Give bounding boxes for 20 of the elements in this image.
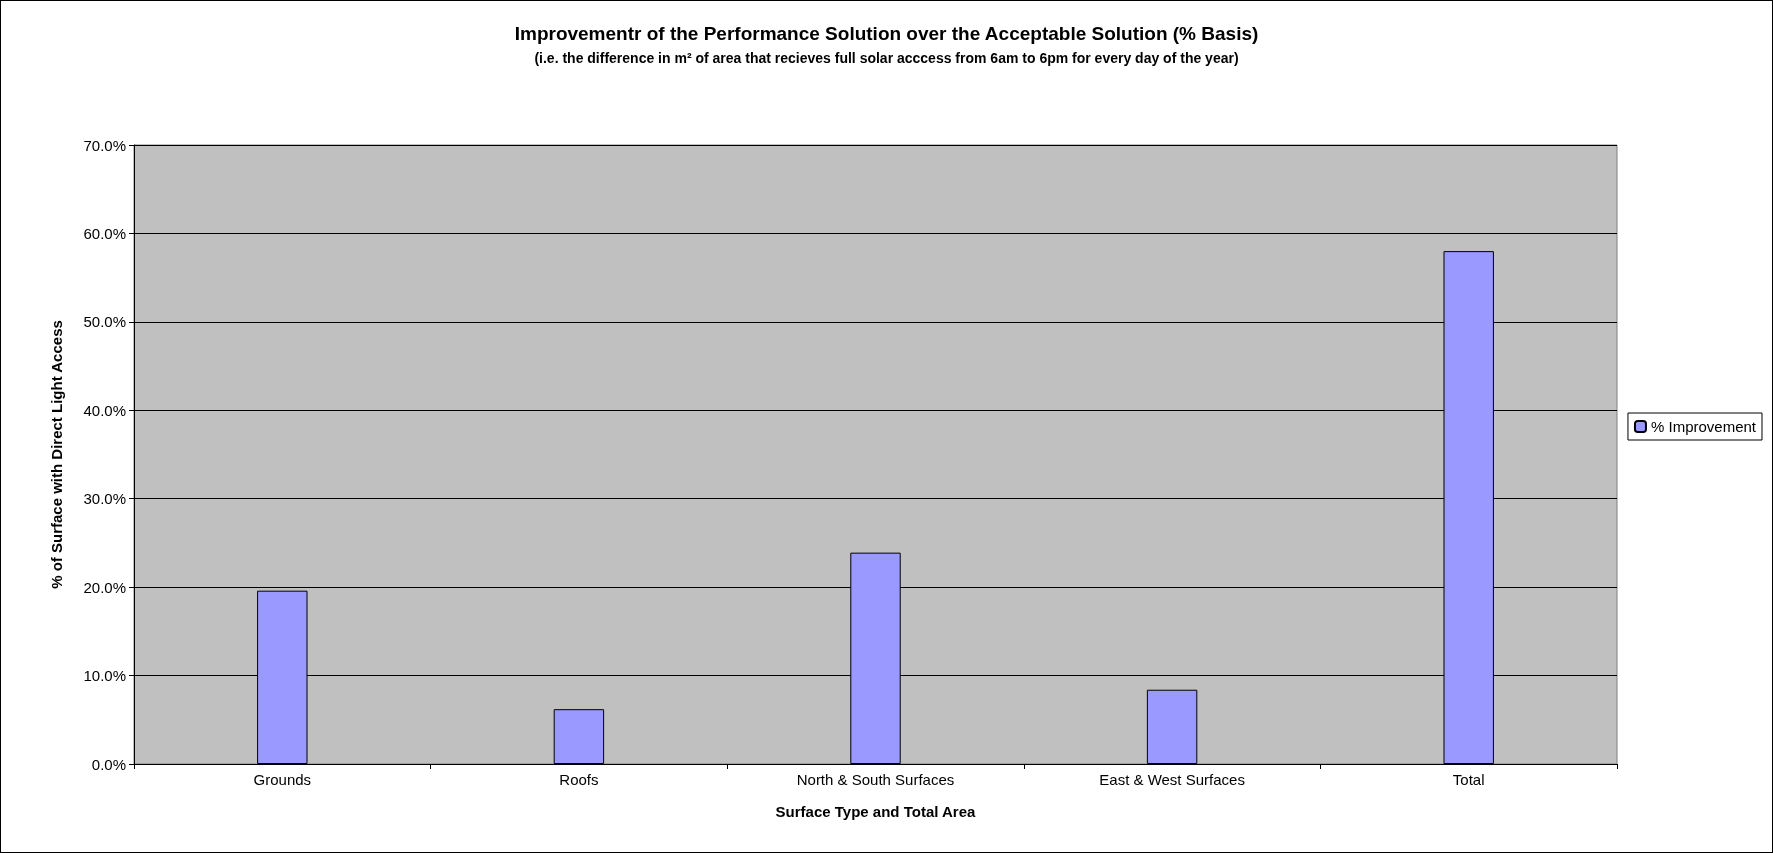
x-tick-label: East & West Surfaces bbox=[1099, 771, 1245, 788]
chart-title: Improvementr of the Performance Solution over the Acceptable Solution (% Basis) bbox=[514, 23, 1259, 44]
y-tick-label: 30.0% bbox=[83, 490, 126, 508]
y-axis-title: % of Surface with Direct Light Access bbox=[48, 320, 65, 589]
x-tick-label: Grounds bbox=[253, 771, 312, 788]
chart-subtitle: (i.e. the difference in m² of area that recieves full solar acccess from 6am to 6pm for every day of the year) bbox=[534, 50, 1239, 66]
y-tick-label: 50.0% bbox=[83, 313, 126, 331]
y-tick-label: 0.0% bbox=[91, 755, 126, 773]
bar bbox=[553, 709, 605, 764]
y-tick-label: 70.0% bbox=[83, 136, 126, 154]
bar bbox=[1146, 689, 1198, 764]
y-tick-label: 20.0% bbox=[83, 578, 126, 596]
y-tick-label: 10.0% bbox=[83, 667, 126, 685]
x-axis-title: Surface Type and Total Area bbox=[775, 803, 977, 820]
legend-label: % Improvement bbox=[1650, 418, 1757, 435]
x-tick-label: Roofs bbox=[559, 771, 599, 788]
x-tick-label: Total bbox=[1452, 771, 1485, 788]
x-tick-label: North & South Surfaces bbox=[796, 771, 955, 788]
y-tick-label: 40.0% bbox=[83, 401, 126, 419]
y-tick-label: 60.0% bbox=[83, 224, 126, 242]
